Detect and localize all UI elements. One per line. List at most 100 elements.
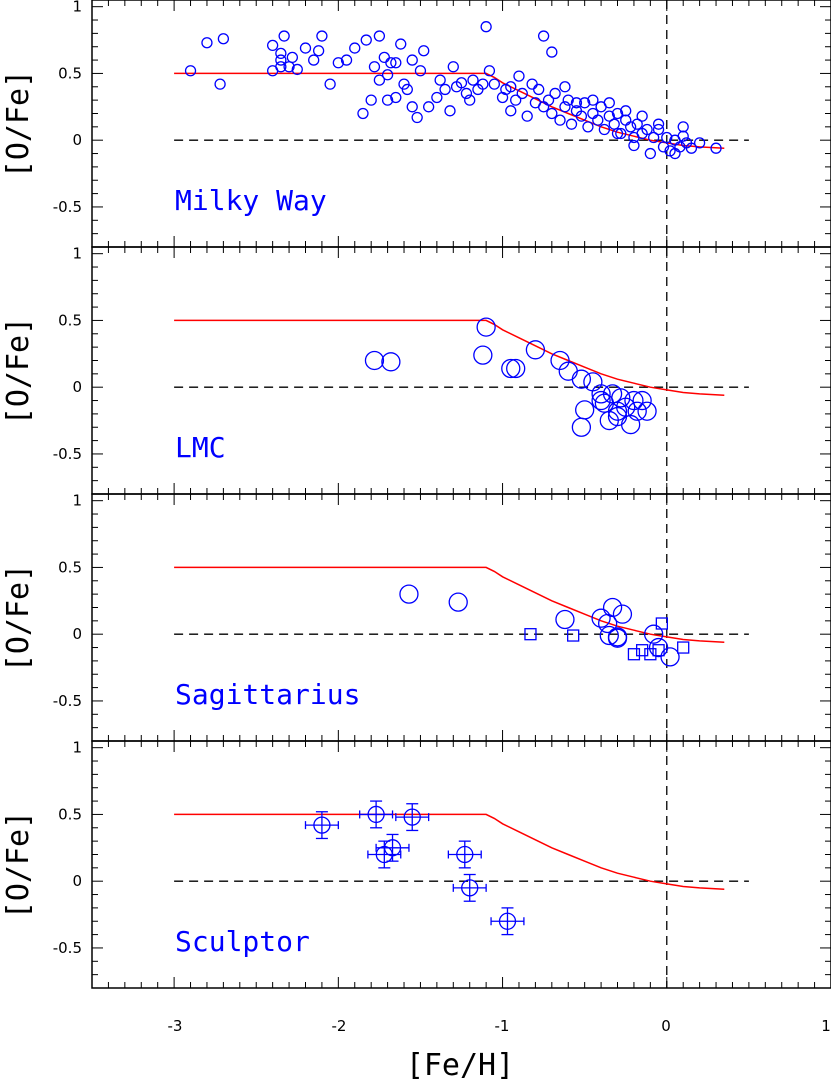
data-point <box>390 57 402 69</box>
data-point <box>340 54 353 66</box>
y-tick-label: 0.5 <box>58 311 82 329</box>
model-curve <box>174 319 725 396</box>
panel-sculptor: -0.5 0 0.5 1 Sculptor <box>53 739 831 989</box>
data-point <box>546 107 558 120</box>
data-point <box>628 139 640 152</box>
data-point <box>506 358 526 379</box>
x-tick-label: -2 <box>332 1017 347 1035</box>
data-point <box>611 127 624 140</box>
data-point <box>201 37 213 49</box>
data-point <box>214 78 226 90</box>
data-point <box>603 110 615 122</box>
panel-label: Milky Way <box>175 184 327 217</box>
data-point <box>660 647 680 667</box>
y-tick-label: -0.5 <box>53 445 82 463</box>
data-point <box>624 390 644 411</box>
data-point <box>661 131 673 144</box>
data-point <box>461 879 479 897</box>
data-point <box>464 94 476 106</box>
data-point <box>570 97 583 109</box>
panel-label: Sagittarius <box>175 678 360 711</box>
data-point <box>434 74 446 86</box>
data-point <box>571 417 592 437</box>
data-point <box>598 123 611 136</box>
data-point <box>510 94 522 106</box>
data-point <box>488 78 500 90</box>
data-point <box>385 57 397 69</box>
data-point <box>467 74 479 86</box>
y-axis-title-milky-way: [O/Fe] <box>1 70 36 178</box>
data-point <box>299 42 312 54</box>
data-point <box>647 131 660 144</box>
data-point <box>373 30 386 42</box>
data-point <box>542 94 555 106</box>
data-point <box>456 845 474 864</box>
data-point <box>332 57 344 69</box>
data-point <box>575 400 595 420</box>
data-point <box>587 107 599 120</box>
y-tick-label: 0.5 <box>58 64 82 82</box>
data-point <box>582 121 594 133</box>
x-tick-label: 0 <box>661 1017 671 1035</box>
model-curve <box>174 566 725 643</box>
y-tick-label: 1 <box>72 0 82 16</box>
data-point <box>669 147 681 160</box>
data-point <box>602 597 623 618</box>
data-point <box>516 87 528 100</box>
data-point <box>275 54 287 66</box>
data-point <box>381 69 394 81</box>
panel-label: LMC <box>175 431 226 464</box>
data-point <box>624 121 637 133</box>
data-point-square <box>635 644 649 657</box>
data-point <box>368 61 381 73</box>
data-point <box>406 54 418 66</box>
data-point <box>620 105 632 117</box>
data-point <box>644 147 657 160</box>
data-point <box>608 118 620 130</box>
data-point <box>275 61 287 73</box>
y-axis-title-sculptor: [O/Fe] <box>1 811 36 919</box>
data-point <box>312 45 325 57</box>
data-point <box>460 87 473 100</box>
data-point <box>607 406 628 427</box>
y-tick-label: 1 <box>72 739 82 757</box>
data-point <box>537 30 550 42</box>
data-point <box>521 110 533 122</box>
data-point <box>266 39 279 52</box>
panel-milky-way: -0.5 0 0.5 1 Milky Way <box>53 0 831 248</box>
data-point <box>381 94 394 106</box>
data-point <box>575 110 588 122</box>
data-point <box>403 808 421 826</box>
data-point <box>554 114 566 126</box>
data-point <box>473 345 493 365</box>
model-curve <box>174 813 725 890</box>
data-point <box>378 51 390 64</box>
data-point <box>583 372 603 392</box>
data-point <box>559 101 571 113</box>
data-point <box>418 45 430 57</box>
data-point <box>439 83 451 96</box>
data-point <box>632 390 652 411</box>
data-point <box>501 358 521 379</box>
data-point <box>513 70 525 82</box>
data-point <box>525 340 546 360</box>
data-point <box>599 625 619 646</box>
y-tick-label: 0 <box>72 625 82 643</box>
data-point <box>365 94 377 106</box>
data-point <box>448 592 468 612</box>
panel-sagittarius: -0.5 0 0.5 1 Sagittarius <box>53 492 831 742</box>
data-point <box>546 46 558 58</box>
panel-frame <box>91 740 831 989</box>
data-point <box>677 130 689 142</box>
data-point <box>395 38 407 50</box>
data-point <box>505 105 517 117</box>
data-point <box>505 81 517 93</box>
data-point <box>383 839 402 857</box>
x-tick-label: -3 <box>168 1017 183 1035</box>
data-point-square <box>677 641 690 654</box>
data-point-square <box>652 644 665 657</box>
data-point <box>607 628 628 648</box>
data-point <box>360 34 372 46</box>
data-point <box>579 97 591 109</box>
